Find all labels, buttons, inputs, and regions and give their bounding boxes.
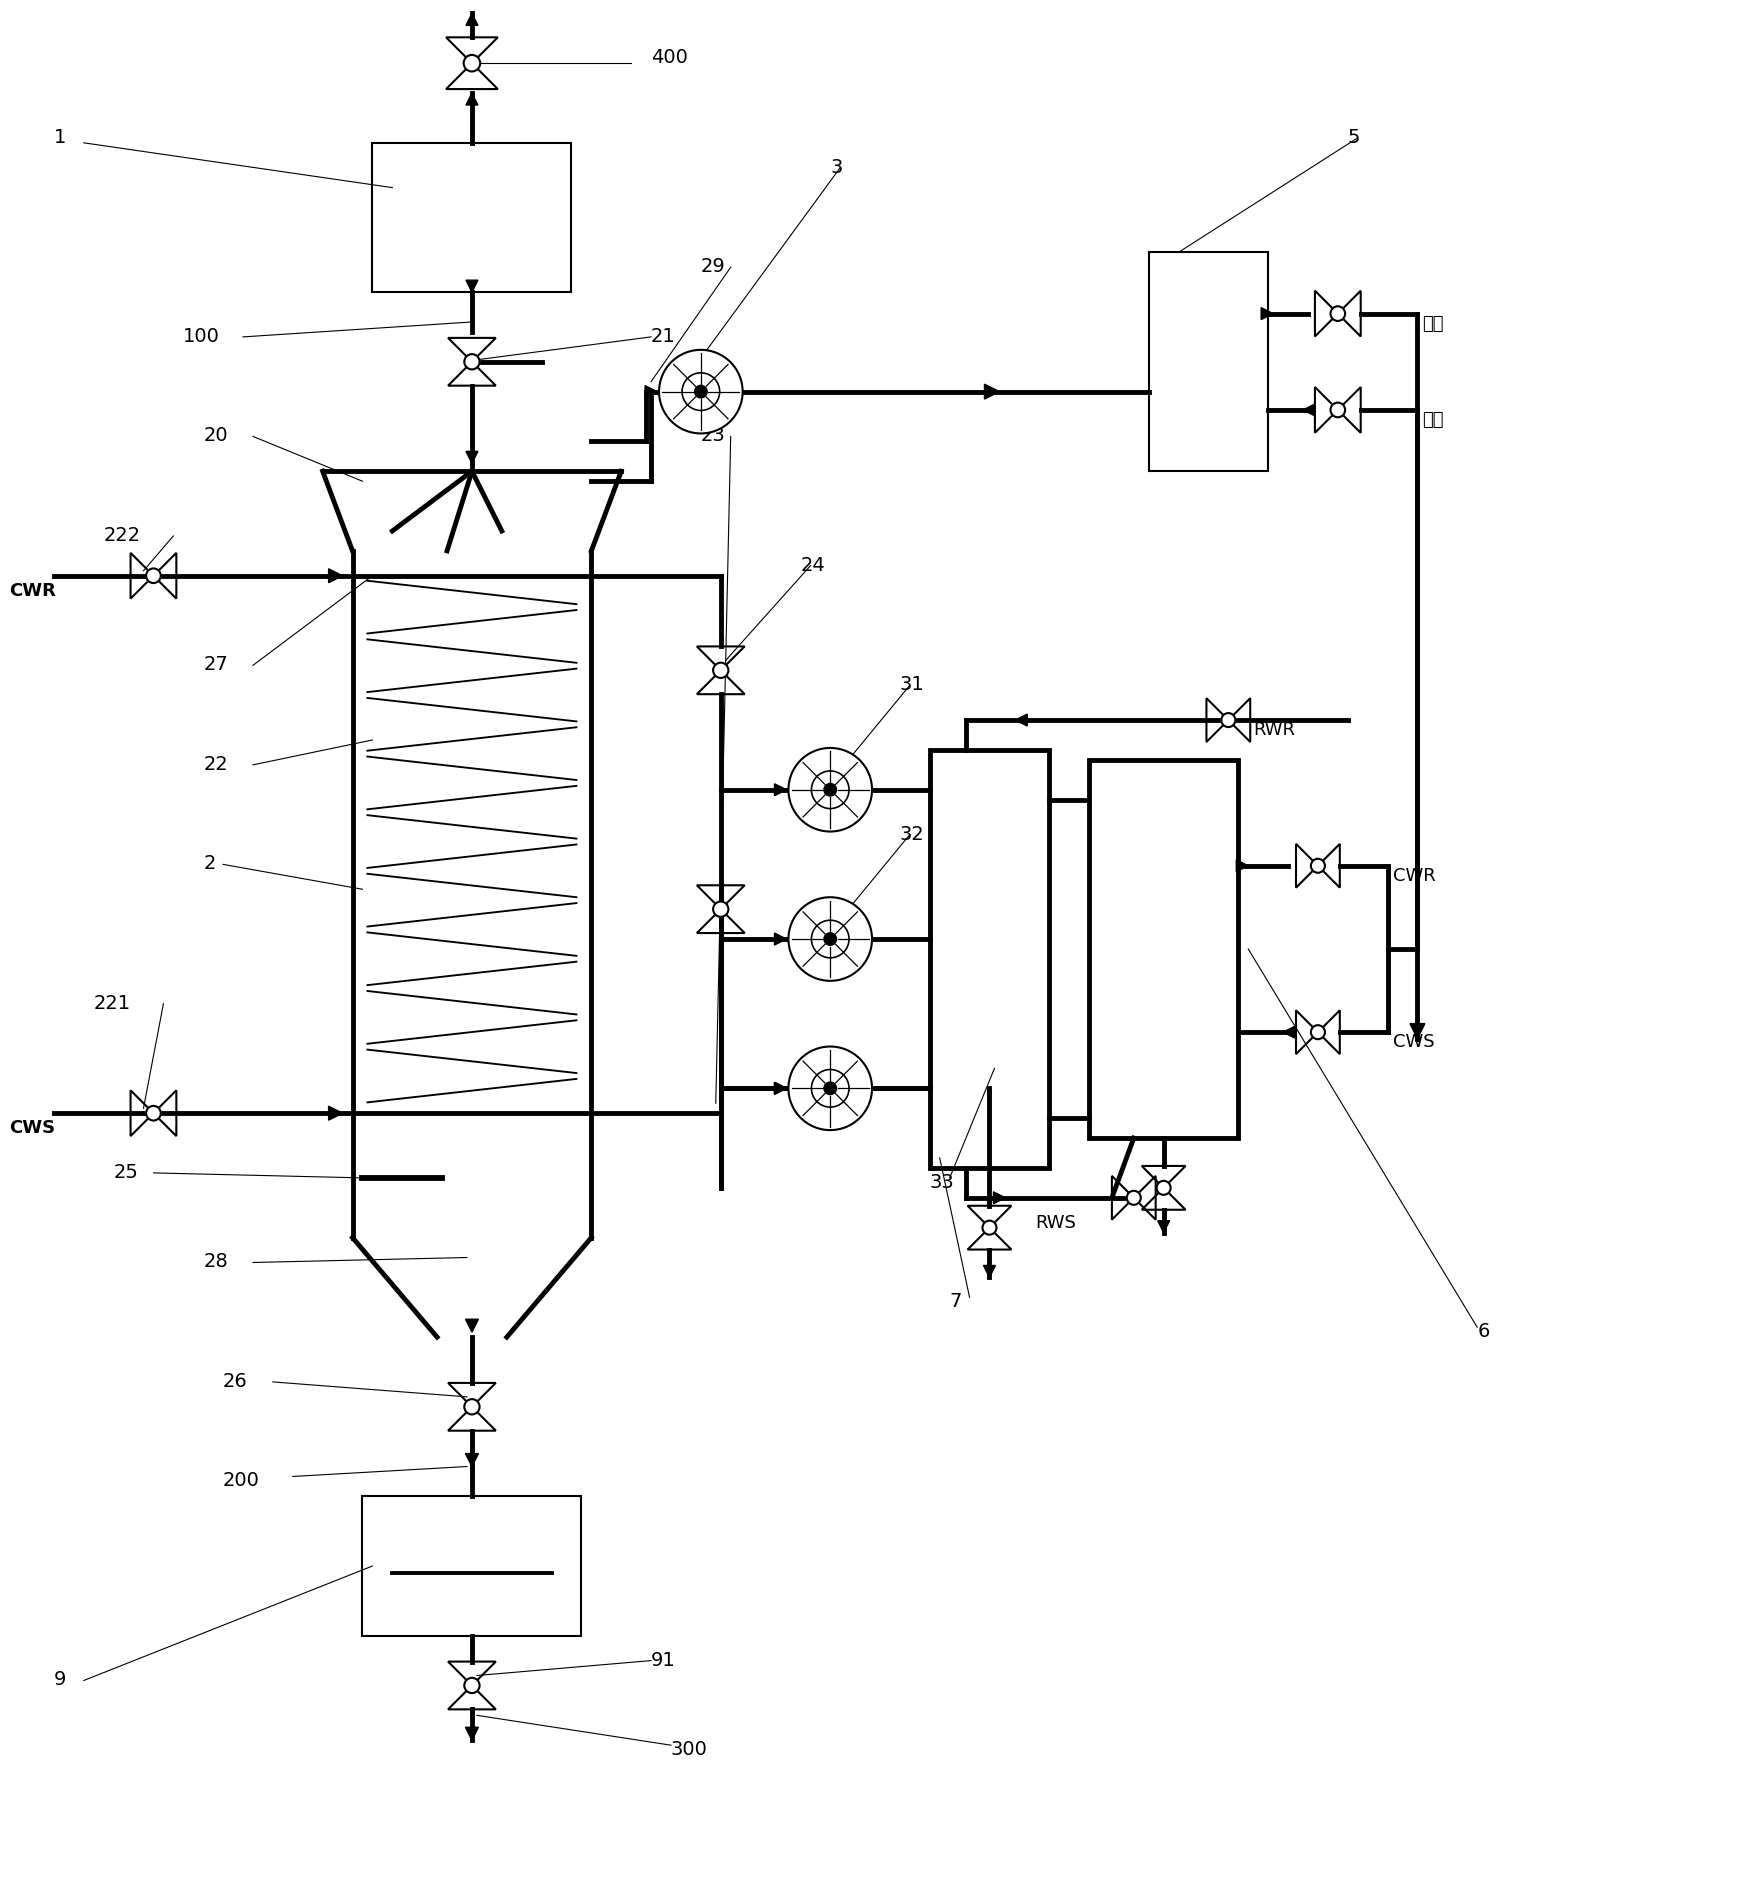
Polygon shape — [1283, 1026, 1295, 1039]
Text: 100: 100 — [183, 327, 220, 346]
Circle shape — [464, 353, 480, 370]
Polygon shape — [982, 1266, 994, 1277]
Text: 7: 7 — [949, 1292, 961, 1311]
Polygon shape — [329, 1107, 343, 1120]
Text: 91: 91 — [650, 1651, 675, 1670]
Circle shape — [694, 385, 706, 399]
Polygon shape — [466, 1727, 478, 1740]
Circle shape — [787, 1047, 871, 1130]
Text: 2: 2 — [204, 854, 216, 873]
Circle shape — [824, 933, 836, 944]
Polygon shape — [329, 569, 343, 582]
Text: 221: 221 — [93, 994, 130, 1013]
Polygon shape — [1409, 1024, 1425, 1039]
Text: 1: 1 — [54, 128, 67, 147]
Text: 5: 5 — [1348, 128, 1360, 147]
Polygon shape — [1302, 404, 1314, 416]
Polygon shape — [466, 1319, 478, 1332]
Polygon shape — [775, 933, 785, 944]
Text: CWR: CWR — [9, 582, 56, 599]
Circle shape — [824, 784, 836, 795]
Text: 31: 31 — [900, 674, 924, 695]
Text: 26: 26 — [223, 1371, 248, 1390]
Text: 23: 23 — [701, 427, 726, 446]
Circle shape — [1330, 306, 1344, 321]
Circle shape — [713, 901, 727, 916]
Polygon shape — [1016, 714, 1026, 725]
Circle shape — [1311, 1026, 1325, 1039]
Text: 24: 24 — [799, 555, 824, 574]
Bar — [362, 1496, 582, 1636]
Polygon shape — [645, 385, 657, 397]
Circle shape — [713, 663, 727, 678]
Text: 200: 200 — [223, 1472, 260, 1490]
Text: 29: 29 — [701, 257, 726, 276]
Text: RWS: RWS — [1035, 1213, 1075, 1232]
Circle shape — [1126, 1190, 1140, 1205]
Text: 300: 300 — [671, 1740, 708, 1759]
Polygon shape — [775, 1082, 785, 1094]
Circle shape — [1311, 859, 1325, 873]
Polygon shape — [466, 451, 478, 463]
Text: 32: 32 — [900, 824, 924, 844]
Circle shape — [1221, 712, 1235, 727]
Polygon shape — [775, 1082, 785, 1094]
Circle shape — [464, 55, 480, 72]
Bar — [929, 750, 1049, 1167]
Circle shape — [464, 1400, 480, 1415]
Polygon shape — [466, 1453, 478, 1466]
Polygon shape — [993, 1192, 1005, 1203]
Circle shape — [982, 1220, 996, 1235]
Text: 400: 400 — [650, 49, 687, 68]
Text: 3: 3 — [829, 157, 842, 178]
Text: CWS: CWS — [9, 1118, 54, 1137]
Circle shape — [146, 569, 160, 584]
Text: 20: 20 — [204, 427, 228, 446]
Circle shape — [659, 349, 741, 433]
Text: 9: 9 — [54, 1670, 67, 1689]
Polygon shape — [466, 93, 478, 106]
Polygon shape — [1158, 1220, 1168, 1234]
Text: 222: 222 — [104, 525, 141, 544]
Bar — [372, 144, 571, 293]
Text: 33: 33 — [929, 1173, 954, 1192]
Text: 25: 25 — [114, 1164, 139, 1183]
Text: 进风: 进风 — [1421, 412, 1442, 429]
Polygon shape — [1235, 859, 1247, 871]
Circle shape — [824, 1082, 836, 1094]
Text: 28: 28 — [204, 1252, 228, 1271]
Polygon shape — [1260, 308, 1272, 319]
Circle shape — [787, 897, 871, 980]
Text: CWS: CWS — [1392, 1033, 1434, 1050]
Text: 27: 27 — [204, 655, 228, 674]
Text: CWR: CWR — [1392, 867, 1434, 884]
Circle shape — [1156, 1181, 1170, 1196]
Circle shape — [787, 748, 871, 831]
Text: RWR: RWR — [1253, 722, 1295, 739]
Circle shape — [464, 1677, 480, 1693]
Polygon shape — [466, 280, 478, 293]
Bar — [1147, 253, 1267, 470]
Bar — [1088, 759, 1237, 1137]
Polygon shape — [984, 383, 1000, 399]
Polygon shape — [466, 13, 478, 25]
Text: 21: 21 — [650, 327, 675, 346]
Text: 22: 22 — [204, 756, 228, 774]
Text: 6: 6 — [1476, 1322, 1488, 1341]
Text: 排风: 排风 — [1421, 315, 1442, 332]
Circle shape — [146, 1105, 160, 1120]
Polygon shape — [775, 784, 785, 795]
Circle shape — [1330, 402, 1344, 417]
